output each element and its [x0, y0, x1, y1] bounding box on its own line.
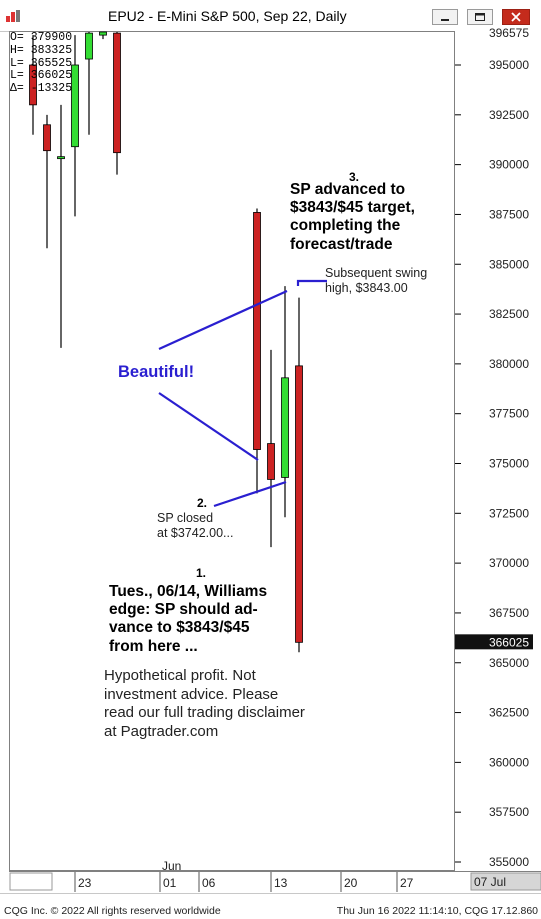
window-title: EPU2 - E-Mini S&P 500, Sep 22, Daily: [108, 8, 347, 24]
chart-plot-area[interactable]: [9, 31, 455, 871]
y-tick-label: 370000: [489, 556, 529, 570]
note3-line: SP advanced to: [290, 181, 406, 198]
x-tick-label: 20: [344, 876, 358, 890]
x-tick-label: 07 Jul: [474, 875, 506, 889]
month-label: Jun: [162, 859, 181, 873]
note1-line: from here ...: [109, 637, 198, 655]
note3-number: 3.: [349, 170, 360, 184]
info-row: O= 379900: [10, 31, 73, 44]
note2-line: SP closed: [157, 511, 214, 525]
top-price-box: [457, 27, 532, 39]
y-tick-label: 392500: [489, 108, 529, 122]
minimize-icon: [441, 19, 449, 21]
candle-body: [99, 31, 107, 36]
current-price-label: 366025: [489, 635, 529, 649]
candle-body: [85, 32, 93, 60]
x-tick-label: 13: [274, 876, 288, 890]
disclaimer-line: Hypothetical profit. Not: [104, 667, 256, 684]
maximize-icon: [475, 13, 485, 21]
disclaimer-line: read our full trading disclaimer: [104, 704, 305, 721]
date-axis[interactable]: [9, 871, 541, 894]
timestamp-text: Thu Jun 16 2022 11:14:10, CQG 17.12.860: [336, 905, 538, 917]
y-tick-label: 390000: [489, 158, 529, 172]
candle-body: [113, 32, 121, 154]
current-price-box: [455, 634, 533, 650]
ohlc-info-box: O= 379900 H= 383325 L= 365525 L= 366025 Δ= -…: [10, 31, 88, 96]
candle-body: [71, 64, 79, 148]
candle-body: [253, 212, 261, 450]
note3-line: forecast/trade: [290, 235, 393, 253]
note1-line: vance to $3843/$45: [109, 619, 250, 637]
disclaimer-line: investment advice. Please: [104, 685, 279, 703]
y-tick-label: 385000: [489, 257, 529, 271]
info-row: L= 366025: [10, 69, 73, 83]
y-tick-label: 362500: [489, 706, 529, 720]
y-tick-label: 372500: [489, 506, 529, 520]
maximize-button[interactable]: [467, 9, 493, 25]
candle-body: [57, 156, 65, 160]
swing-line: high, $3843.00: [325, 280, 408, 295]
y-tick-label: 375000: [489, 457, 529, 471]
date-readout-box: [470, 872, 541, 891]
candle-body: [267, 443, 275, 480]
disclaimer-line: at Pagtrader.com: [104, 722, 219, 740]
y-tick-label: 382500: [489, 307, 529, 321]
candle-body: [295, 365, 303, 643]
candle-body: [29, 64, 37, 106]
beautiful-line-down: [158, 392, 259, 461]
date-input-box: [9, 872, 53, 891]
app-icon: [6, 10, 20, 22]
note1-text: Tues., 06/14, Williams edge: SP should a…: [109, 583, 267, 656]
y-tick-label: 395000: [489, 58, 529, 72]
note2-text: SP closed at $3742.00...: [157, 511, 233, 540]
y-tick-label: 377500: [489, 407, 529, 421]
copyright-text: CQG Inc. © 2022 All rights reserved worl…: [4, 905, 221, 917]
title-bar: EPU2 - E-Mini S&P 500, Sep 22, Daily: [0, 0, 541, 32]
minimize-button[interactable]: [432, 9, 458, 25]
note2-line: at $3742.00...: [157, 525, 234, 540]
x-tick-label: 01: [163, 876, 177, 890]
info-row: L= 365525: [10, 56, 73, 70]
y-tick-label: 367500: [489, 606, 529, 620]
beautiful-line-up: [158, 289, 288, 351]
y-tick-label: 355000: [489, 855, 529, 869]
price-axis[interactable]: [455, 31, 541, 871]
info-row: Δ= -13325: [10, 82, 73, 96]
x-tick-label: 27: [400, 876, 414, 890]
y-tick-label: 387500: [489, 207, 529, 221]
y-tick-label: 365000: [489, 656, 529, 670]
candle-body: [43, 124, 51, 152]
y-tick-label: 380000: [489, 357, 529, 371]
x-tick-label: 06: [202, 876, 216, 890]
y-tick-label: 360000: [489, 755, 529, 769]
beautiful-label: Beautiful!: [118, 363, 195, 381]
note3-line: $3843/$45 target,: [290, 199, 415, 217]
note2-number: 2.: [197, 496, 208, 510]
note1-line: Tues., 06/14, Williams: [109, 583, 268, 600]
note1-number: 1.: [196, 566, 207, 580]
info-row: H= 383325: [10, 43, 73, 57]
disclaimer-text: Hypothetical profit. Not investment advi…: [104, 667, 305, 741]
swing-high-note: Subsequent swing high, $3843.00: [325, 266, 427, 295]
close-icon: [511, 12, 521, 22]
status-bar: CQG Inc. © 2022 All rights reserved worl…: [0, 893, 541, 919]
note1-line: edge: SP should ad-: [109, 601, 258, 619]
top-price-label: 396575: [489, 26, 529, 40]
closed-pointer-line: [213, 480, 287, 508]
candle-body: [281, 377, 289, 478]
y-tick-label: 357500: [489, 805, 529, 819]
x-tick-label: 23: [78, 876, 92, 890]
swing-line: Subsequent swing: [325, 266, 428, 280]
note3-line: completing the: [290, 217, 401, 235]
swing-high-bracket: [296, 279, 327, 286]
note3-text: SP advanced to $3843/$45 target, complet…: [290, 181, 415, 254]
close-button[interactable]: [502, 9, 530, 25]
